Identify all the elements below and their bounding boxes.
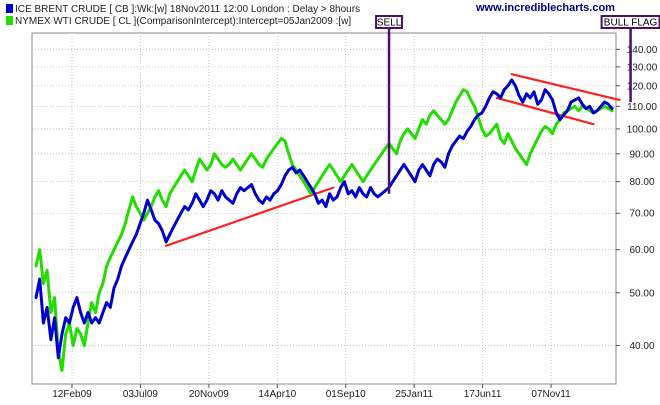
- brent-legend-swatch: [6, 4, 13, 13]
- x-tick-label: 07Nov11: [531, 389, 571, 400]
- y-tick-label: 110.00: [627, 102, 657, 113]
- y-tick-label: 140.00: [627, 45, 658, 56]
- x-tick-label: 03Jul09: [123, 389, 158, 400]
- y-tick-label: 40.00: [629, 341, 654, 352]
- y-tick-label: 50.00: [629, 288, 654, 299]
- y-tick-label: 130.00: [627, 62, 658, 73]
- trendline: [495, 96, 595, 126]
- y-tick-label: 60.00: [629, 245, 654, 256]
- x-tick-label: 20Nov09: [189, 389, 229, 400]
- x-tick-label: 01Sep10: [326, 389, 366, 400]
- trendline: [164, 186, 335, 247]
- y-tick-label: 90.00: [629, 149, 654, 160]
- brent-legend-label: ICE BRENT CRUDE [ CB ]:Wk:[w] 18Nov2011 …: [15, 4, 360, 15]
- wti-series-line: [34, 88, 614, 372]
- x-tick-label: 17Jun11: [464, 389, 502, 400]
- y-tick-label: 80.00: [629, 177, 654, 188]
- y-tick-label: 100.00: [627, 124, 658, 135]
- y-tick-label: 70.00: [629, 209, 654, 220]
- x-tick-label: 25Jan11: [395, 389, 433, 400]
- sell-label: SELL: [377, 18, 402, 29]
- wti-legend-label: NYMEX WTI CRUDE [ CL ](ComparisonInterce…: [15, 16, 351, 27]
- brent-series-line: [34, 78, 614, 360]
- x-tick-label: 12Feb09: [52, 389, 92, 400]
- trendline: [510, 73, 621, 102]
- watermark: www.incrediblecharts.com: [475, 2, 615, 14]
- wti-legend-swatch: [6, 16, 13, 25]
- x-tick-label: 14Apr10: [258, 389, 296, 400]
- y-tick-label: 120.00: [627, 81, 658, 92]
- sell-label-box: [375, 15, 404, 29]
- plot-area: 40.00 50.00 60.00 70.00 80.00 90.00 100.00 110.…: [31, 15, 660, 400]
- legend: ICE BRENT CRUDE [ CB ]:Wk:[w] 18Nov2011 …: [6, 4, 360, 27]
- bull-flag-label: BULL FLAG: [604, 18, 658, 29]
